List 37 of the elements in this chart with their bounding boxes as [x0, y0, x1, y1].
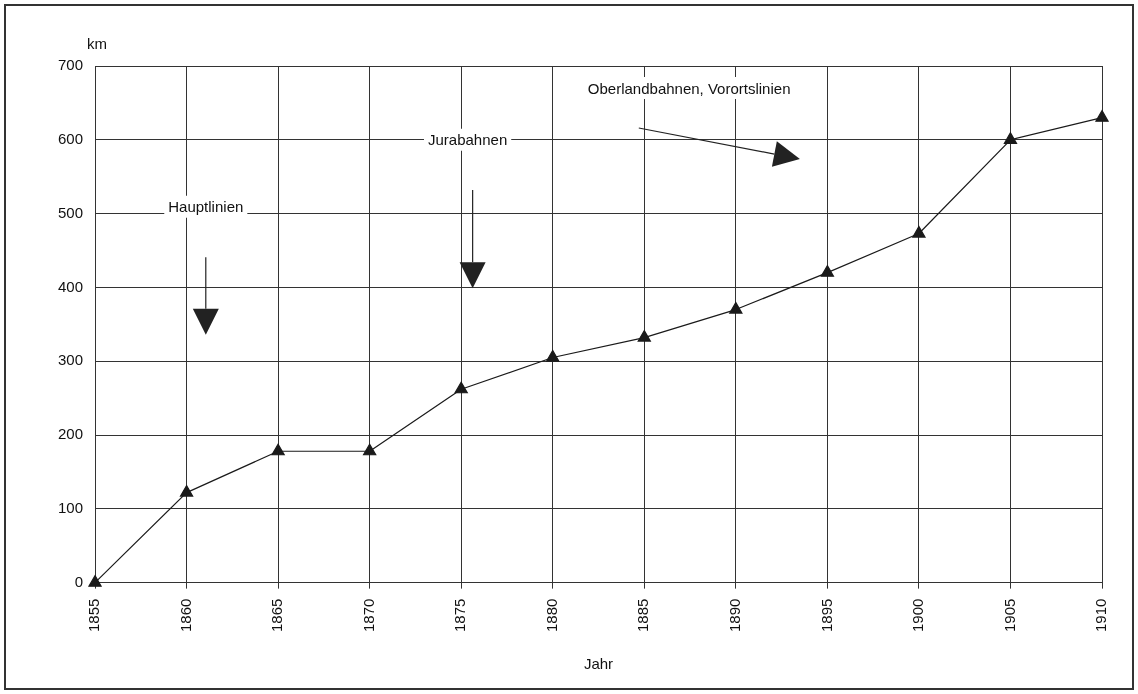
- x-tick-label: 1875: [451, 598, 469, 633]
- point: [271, 443, 285, 456]
- y-axis-title: km: [87, 34, 108, 52]
- y-tick-label: 700: [58, 56, 84, 74]
- x-tick-label: 1870: [359, 598, 377, 633]
- y-tick-label: 0: [74, 572, 84, 590]
- annotation: Jurabahnen: [427, 131, 508, 149]
- point: [546, 349, 560, 362]
- x-tick-label: 1885: [634, 598, 652, 633]
- point: [88, 575, 102, 587]
- x-tick-label: 1895: [817, 598, 835, 633]
- point: [1095, 110, 1109, 122]
- point: [637, 330, 651, 342]
- annotation: Oberlandbahnen, Vorortslinien: [587, 79, 791, 97]
- point: [1003, 132, 1018, 144]
- x-tick-label: 1900: [909, 598, 927, 633]
- x-tick-label: 1860: [176, 598, 194, 633]
- y-tick-label: 600: [58, 129, 84, 147]
- y-tick-label: 200: [58, 425, 84, 443]
- x-tick-label: 1890: [725, 598, 743, 633]
- annotation: Hauptlinien: [168, 198, 244, 216]
- x-tick-label: 1865: [268, 598, 286, 633]
- point: [729, 301, 743, 314]
- y-tick-label: 300: [58, 351, 84, 369]
- y-tick-label: 100: [58, 498, 84, 516]
- point: [454, 381, 468, 394]
- y-tick-label: 400: [58, 277, 84, 295]
- point: [912, 225, 926, 238]
- x-axis-title: Jahr: [583, 655, 614, 673]
- x-tick-label: 1880: [542, 598, 560, 633]
- x-tick-label: 1905: [1000, 598, 1018, 633]
- point: [820, 265, 835, 277]
- point: [362, 443, 377, 456]
- x-tick-label: 1910: [1092, 598, 1110, 633]
- y-tick-label: 500: [58, 203, 84, 221]
- x-tick-label: 1855: [85, 598, 103, 633]
- point: [179, 484, 194, 497]
